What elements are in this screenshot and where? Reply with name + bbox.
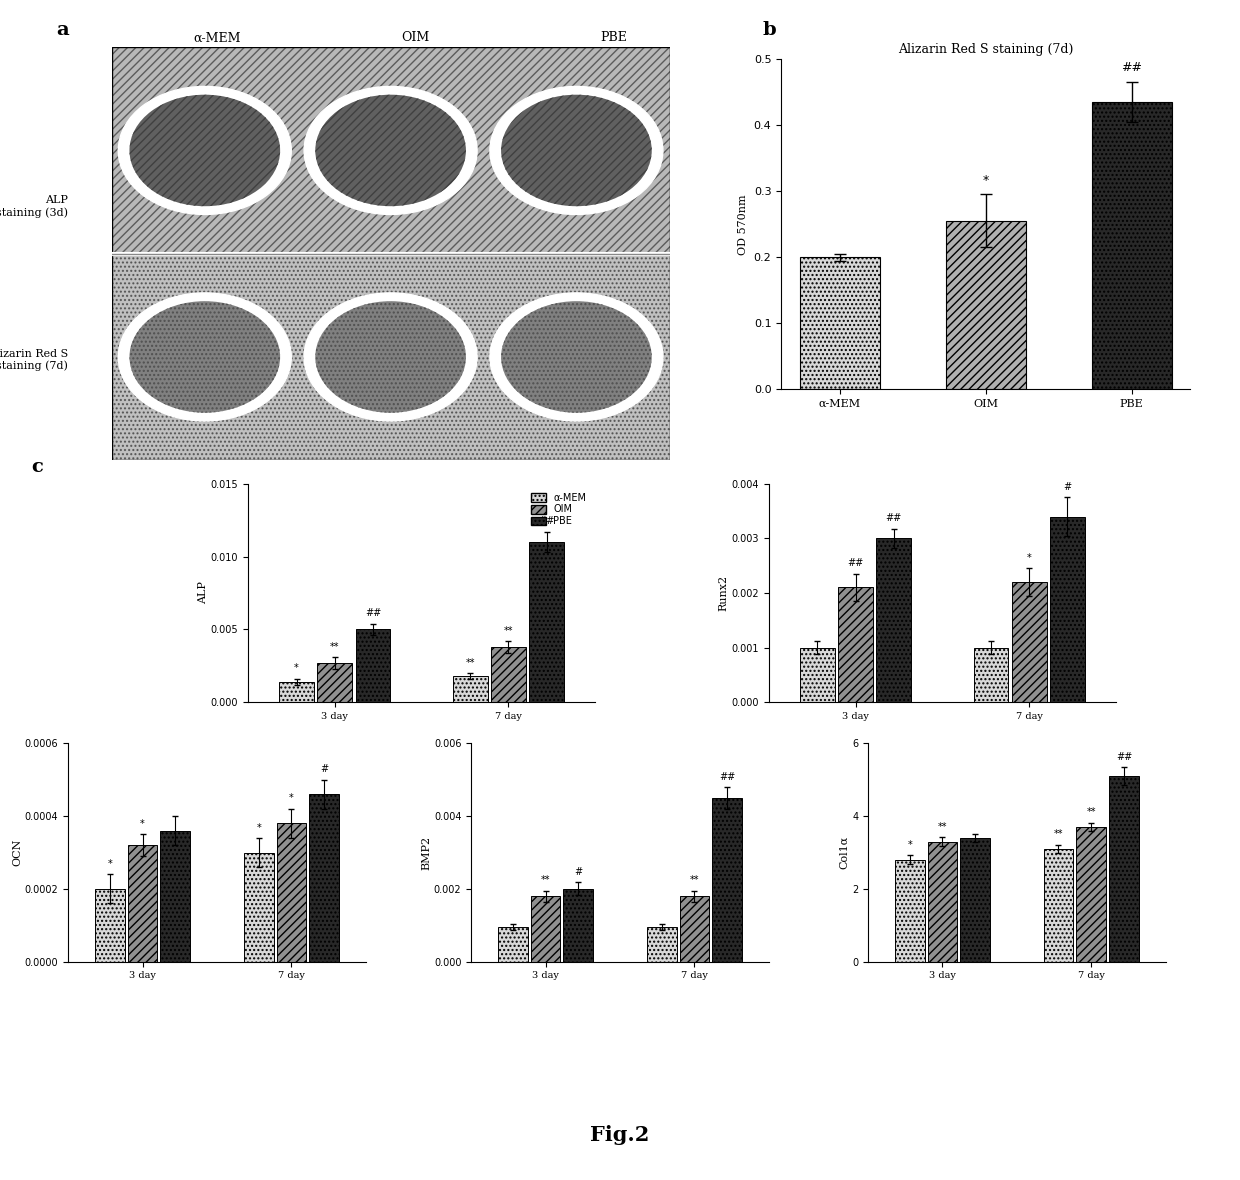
- Bar: [112, 47, 670, 254]
- Text: #: #: [320, 765, 329, 774]
- Bar: [895, 860, 925, 962]
- Bar: [112, 47, 670, 254]
- Text: *: *: [294, 663, 299, 674]
- Bar: [1091, 101, 1172, 389]
- Bar: [877, 538, 911, 702]
- Text: OIM: OIM: [402, 32, 429, 45]
- Circle shape: [129, 94, 280, 206]
- Y-axis label: Runx2: Runx2: [719, 575, 729, 611]
- Y-axis label: ALP: ALP: [198, 582, 208, 604]
- Text: ##: ##: [847, 558, 864, 569]
- Bar: [960, 838, 990, 962]
- Text: *: *: [257, 822, 262, 833]
- Text: a: a: [56, 21, 68, 39]
- Bar: [279, 682, 314, 702]
- Bar: [128, 845, 157, 962]
- Text: *: *: [108, 859, 113, 868]
- Text: ##: ##: [1116, 752, 1132, 761]
- Text: #: #: [1064, 481, 1071, 492]
- Bar: [498, 927, 528, 962]
- Y-axis label: OCN: OCN: [12, 839, 22, 866]
- Text: ##: ##: [1121, 61, 1142, 74]
- Bar: [309, 794, 339, 962]
- Bar: [160, 831, 190, 962]
- Circle shape: [118, 293, 291, 421]
- Bar: [317, 663, 352, 702]
- Text: *: *: [908, 840, 913, 850]
- Bar: [531, 897, 560, 962]
- Text: **: **: [330, 642, 340, 651]
- Title: Alizarin Red S staining (7d): Alizarin Red S staining (7d): [898, 44, 1074, 57]
- Text: Alizarin Red S
staining (7d): Alizarin Red S staining (7d): [0, 349, 68, 371]
- Text: **: **: [937, 821, 947, 832]
- Bar: [800, 257, 880, 389]
- Bar: [838, 588, 873, 702]
- Text: ALP
staining (3d): ALP staining (3d): [0, 196, 68, 217]
- Bar: [800, 648, 835, 702]
- Y-axis label: OD 570nm: OD 570nm: [738, 194, 748, 255]
- Text: ##: ##: [719, 772, 735, 781]
- Bar: [356, 629, 391, 702]
- Bar: [529, 542, 564, 702]
- Text: *: *: [982, 173, 990, 186]
- Text: PBE: PBE: [600, 32, 627, 45]
- Circle shape: [315, 94, 466, 206]
- Text: **: **: [689, 876, 699, 885]
- Bar: [928, 841, 957, 962]
- Bar: [946, 221, 1025, 389]
- Text: α-MEM: α-MEM: [193, 32, 241, 45]
- Bar: [491, 647, 526, 702]
- Circle shape: [501, 94, 652, 206]
- Text: c: c: [31, 458, 43, 476]
- Bar: [112, 254, 670, 460]
- Text: **: **: [503, 625, 513, 636]
- Bar: [1076, 827, 1106, 962]
- Bar: [680, 897, 709, 962]
- Circle shape: [118, 86, 291, 215]
- Circle shape: [501, 301, 652, 413]
- Bar: [112, 254, 670, 460]
- Circle shape: [490, 293, 663, 421]
- Text: #: #: [574, 867, 583, 877]
- Bar: [453, 676, 487, 702]
- Circle shape: [304, 293, 477, 421]
- Circle shape: [490, 86, 663, 215]
- Text: **: **: [1086, 807, 1096, 818]
- Text: ##: ##: [538, 517, 554, 526]
- Text: *: *: [140, 819, 145, 828]
- Y-axis label: BMP2: BMP2: [422, 835, 432, 870]
- Bar: [1109, 776, 1138, 962]
- Text: ##: ##: [885, 513, 901, 523]
- Circle shape: [304, 86, 477, 215]
- Bar: [1050, 517, 1085, 702]
- Bar: [647, 927, 677, 962]
- Y-axis label: Col1α: Col1α: [839, 835, 849, 870]
- Text: *: *: [289, 793, 294, 804]
- Bar: [1012, 582, 1047, 702]
- Bar: [277, 824, 306, 962]
- Text: ##: ##: [365, 608, 381, 618]
- Bar: [1044, 848, 1074, 962]
- Circle shape: [315, 301, 466, 413]
- Circle shape: [129, 301, 280, 413]
- Bar: [973, 648, 1008, 702]
- Legend: α-MEM, OIM, PBE: α-MEM, OIM, PBE: [527, 489, 590, 530]
- Text: **: **: [1054, 830, 1063, 839]
- Bar: [244, 852, 274, 962]
- Bar: [95, 889, 125, 962]
- Bar: [563, 889, 593, 962]
- Text: *: *: [1027, 553, 1032, 563]
- Text: **: **: [541, 876, 551, 885]
- Bar: [712, 798, 742, 962]
- Text: **: **: [465, 657, 475, 668]
- Text: b: b: [763, 21, 776, 39]
- Text: Fig.2: Fig.2: [590, 1126, 650, 1145]
